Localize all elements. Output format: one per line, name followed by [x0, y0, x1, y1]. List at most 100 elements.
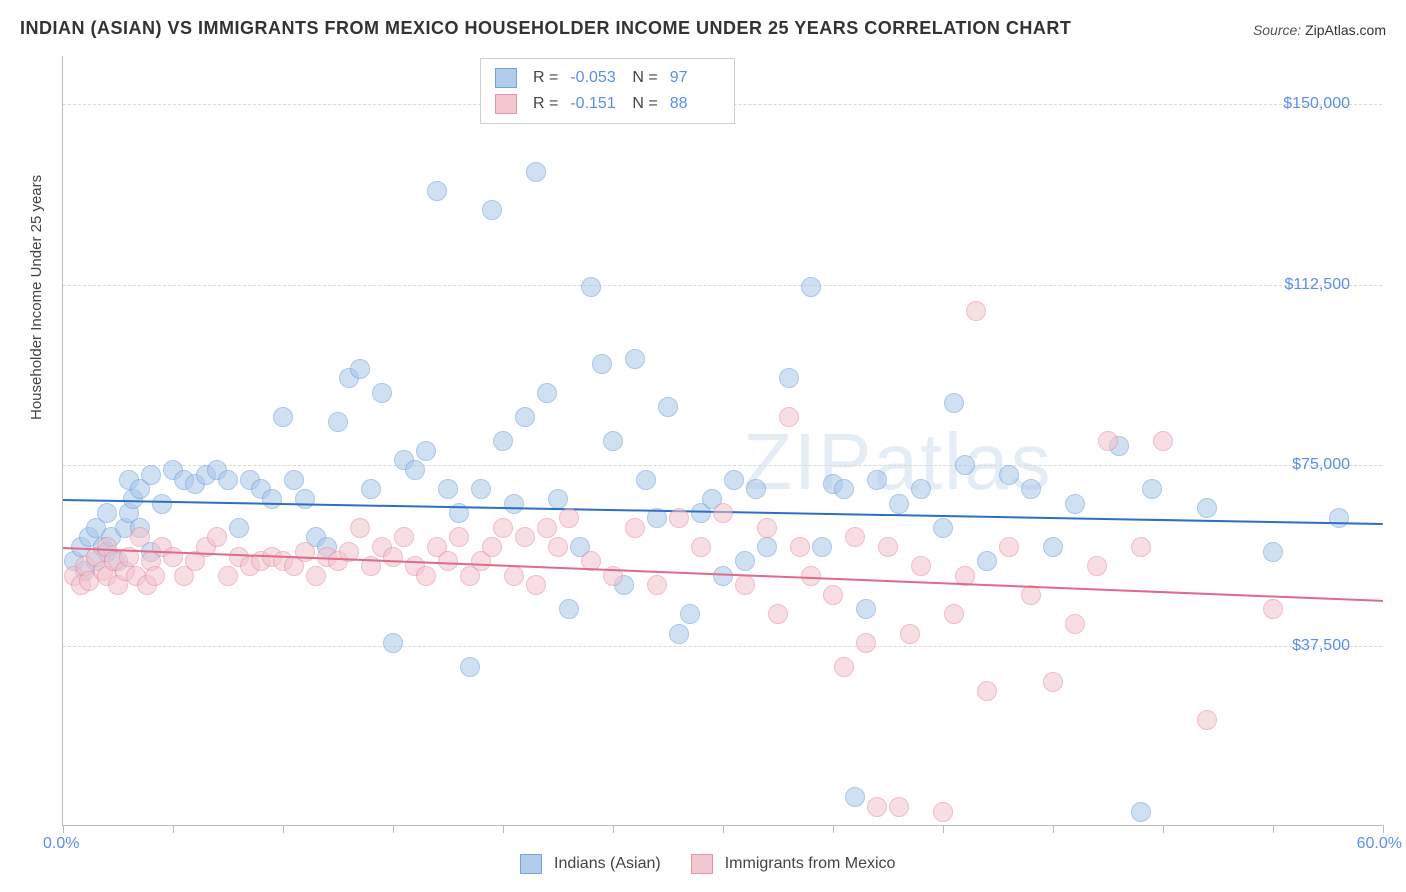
legend-swatch [520, 854, 542, 874]
scatter-point [1263, 599, 1283, 619]
scatter-point [306, 566, 326, 586]
scatter-point [757, 537, 777, 557]
x-tick [1383, 825, 1384, 833]
r-value: -0.151 [570, 95, 620, 113]
gridline [63, 465, 1382, 466]
scatter-point [977, 551, 997, 571]
scatter-point [559, 599, 579, 619]
scatter-point [834, 657, 854, 677]
scatter-point [416, 566, 436, 586]
scatter-point [735, 551, 755, 571]
scatter-point [207, 527, 227, 547]
scatter-point [1329, 508, 1349, 528]
scatter-point [1087, 556, 1107, 576]
scatter-point [145, 566, 165, 586]
x-tick [613, 825, 614, 833]
scatter-point [361, 479, 381, 499]
scatter-point [394, 527, 414, 547]
scatter-point [163, 547, 183, 567]
scatter-point [537, 518, 557, 538]
legend-swatch [495, 68, 517, 88]
scatter-point [1197, 710, 1217, 730]
scatter-point [900, 624, 920, 644]
scatter-point [427, 181, 447, 201]
gridline [63, 285, 1382, 286]
scatter-point [944, 393, 964, 413]
scatter-point [625, 518, 645, 538]
scatter-point [350, 359, 370, 379]
scatter-point [482, 537, 502, 557]
scatter-point [911, 556, 931, 576]
scatter-point [537, 383, 557, 403]
y-tick-label: $150,000 [1283, 95, 1350, 113]
scatter-point [1065, 494, 1085, 514]
source-label: Source: [1253, 22, 1301, 38]
scatter-point [449, 527, 469, 547]
scatter-point [1098, 431, 1118, 451]
x-tick [503, 825, 504, 833]
scatter-point [1197, 498, 1217, 518]
x-tick [173, 825, 174, 833]
x-tick [393, 825, 394, 833]
scatter-point [515, 527, 535, 547]
scatter-point [1043, 672, 1063, 692]
scatter-point [350, 518, 370, 538]
scatter-point [999, 537, 1019, 557]
x-tick [943, 825, 944, 833]
scatter-point [130, 527, 150, 547]
scatter-point [856, 599, 876, 619]
x-tick-label: 60.0% [1357, 835, 1402, 853]
scatter-point [845, 787, 865, 807]
scatter-point [1153, 431, 1173, 451]
chart-title: INDIAN (ASIAN) VS IMMIGRANTS FROM MEXICO… [20, 18, 1071, 39]
y-tick-label: $75,000 [1292, 456, 1350, 474]
scatter-point [724, 470, 744, 490]
scatter-point [625, 349, 645, 369]
scatter-point [636, 470, 656, 490]
legend-swatch [691, 854, 713, 874]
scatter-point [273, 407, 293, 427]
x-tick-label: 0.0% [43, 835, 79, 853]
scatter-point [801, 277, 821, 297]
n-value: 97 [670, 69, 720, 87]
scatter-point [944, 604, 964, 624]
scatter-point [482, 200, 502, 220]
scatter-point [867, 797, 887, 817]
scatter-point [691, 537, 711, 557]
scatter-point [581, 277, 601, 297]
scatter-point [1131, 802, 1151, 822]
x-tick [283, 825, 284, 833]
scatter-point [1142, 479, 1162, 499]
scatter-point [548, 489, 568, 509]
y-tick-label: $37,500 [1292, 637, 1350, 655]
scatter-point [834, 479, 854, 499]
x-tick [723, 825, 724, 833]
scatter-point [889, 797, 909, 817]
scatter-point [933, 802, 953, 822]
scatter-point [746, 479, 766, 499]
scatter-point [647, 575, 667, 595]
scatter-point [526, 575, 546, 595]
series-label: Immigrants from Mexico [725, 855, 896, 873]
scatter-point [548, 537, 568, 557]
series-legend-item: Indians (Asian) [520, 854, 661, 874]
x-tick [833, 825, 834, 833]
scatter-point [790, 537, 810, 557]
scatter-point [1065, 614, 1085, 634]
scatter-point [977, 681, 997, 701]
y-tick-label: $112,500 [1284, 276, 1350, 294]
scatter-point [515, 407, 535, 427]
legend-row: R =-0.151N =88 [495, 91, 720, 117]
scatter-point [658, 397, 678, 417]
r-value: -0.053 [570, 69, 620, 87]
series-label: Indians (Asian) [554, 855, 661, 873]
scatter-point [218, 470, 238, 490]
scatter-point [911, 479, 931, 499]
x-tick [1053, 825, 1054, 833]
r-label: R = [533, 69, 558, 87]
scatter-point [460, 657, 480, 677]
scatter-point [559, 508, 579, 528]
scatter-point [1021, 479, 1041, 499]
scatter-point [97, 503, 117, 523]
scatter-point [845, 527, 865, 547]
